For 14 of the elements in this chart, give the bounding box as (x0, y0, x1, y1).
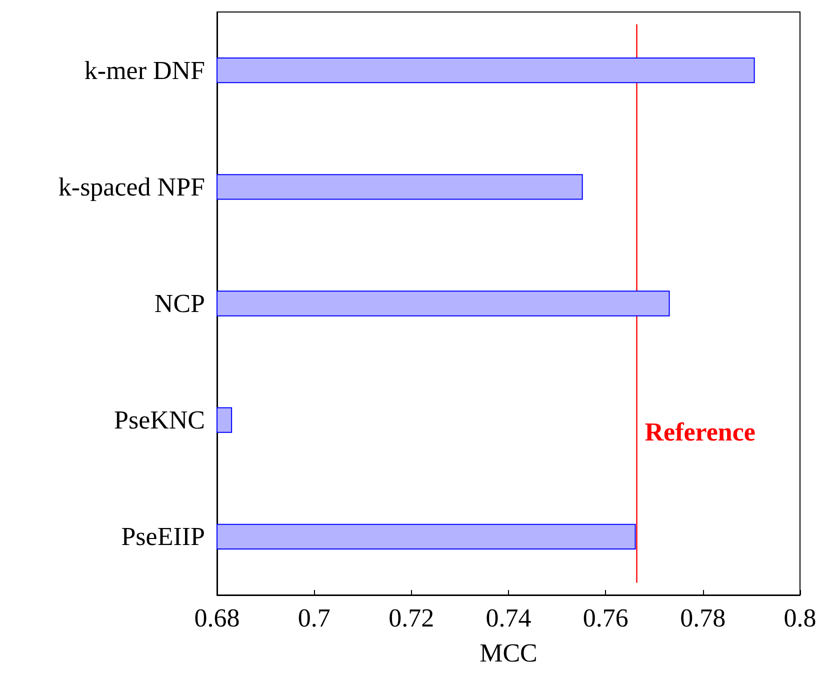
x-tick-label: 0.7 (298, 604, 330, 632)
y-tick-label: k-spaced NPF (58, 172, 205, 202)
x-tick-label: 0.68 (194, 604, 240, 632)
ref-line-label: Reference (644, 418, 756, 447)
x-tick-label: 0.72 (388, 604, 434, 632)
y-tick-label: PseKNC (114, 406, 205, 435)
x-tick-label: 0.74 (486, 604, 532, 632)
x-axis-title: MCC (480, 638, 538, 668)
x-tick-label: 0.76 (582, 604, 628, 632)
x-tick-label: 0.8 (784, 604, 816, 632)
x-tick-label: 0.78 (680, 604, 726, 632)
y-tick-label: k-mer DNF (84, 56, 205, 85)
y-tick-label: PseEIIP (121, 522, 205, 552)
y-tick-label: NCP (154, 289, 205, 318)
